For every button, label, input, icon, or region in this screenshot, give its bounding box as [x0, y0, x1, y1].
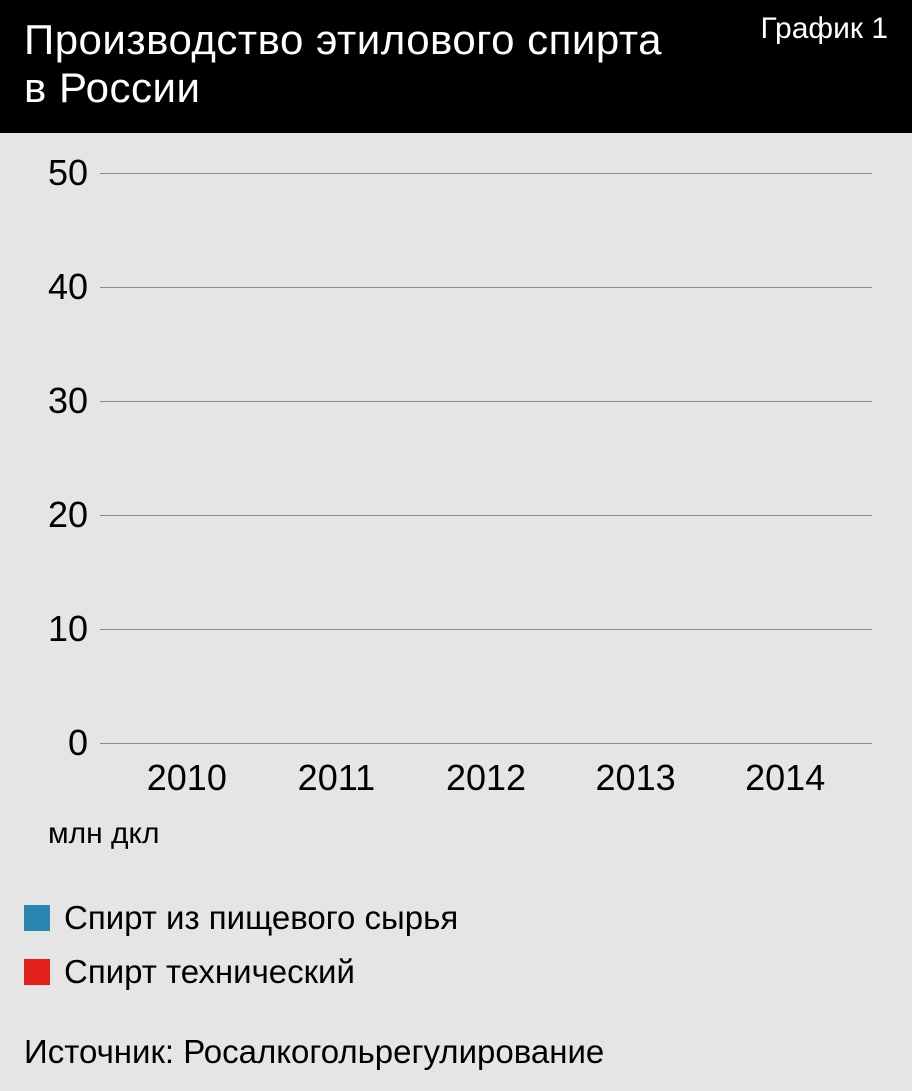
y-tick-label: 50	[30, 152, 100, 194]
source-prefix: Источник:	[24, 1033, 183, 1070]
legend-item: Спирт из пищевого сырья	[24, 891, 888, 945]
chart-number-label: График 1	[760, 12, 888, 46]
y-tick-label: 30	[30, 380, 100, 422]
legend-item: Спирт технический	[24, 945, 888, 999]
x-tick-label: 2010	[112, 757, 262, 799]
chart-bars	[100, 173, 872, 743]
chart-plot-area: 01020304050 20102011201220132014 млн дкл	[0, 133, 912, 877]
legend-label: Спирт из пищевого сырья	[64, 899, 458, 937]
legend-swatch	[24, 905, 50, 931]
chart-container: График 1 Производство этилового спирта в…	[0, 0, 912, 1046]
gridline	[100, 743, 872, 744]
chart-header: График 1 Производство этилового спирта в…	[0, 0, 912, 133]
chart-x-axis: 20102011201220132014	[100, 743, 872, 799]
chart-title-line1: Производство этилового спирта	[24, 16, 662, 63]
source-text: Росалкогольрегулирование	[183, 1033, 604, 1070]
x-tick-label: 2011	[262, 757, 412, 799]
y-tick-label: 20	[30, 494, 100, 536]
chart-legend: Спирт из пищевого сырья Спирт технически…	[0, 877, 912, 1017]
y-tick-label: 40	[30, 266, 100, 308]
y-tick-label: 10	[30, 608, 100, 650]
legend-label: Спирт технический	[64, 953, 355, 991]
legend-swatch	[24, 959, 50, 985]
chart-source: Источник: Росалкогольрегулирование	[0, 1017, 912, 1091]
chart-plot: 01020304050	[100, 173, 872, 743]
chart-unit-label: млн дкл	[30, 799, 882, 867]
chart-title-line2: в России	[24, 64, 200, 111]
chart-title: Производство этилового спирта в России	[24, 16, 888, 113]
x-tick-label: 2012	[411, 757, 561, 799]
x-tick-label: 2013	[561, 757, 711, 799]
x-tick-label: 2014	[710, 757, 860, 799]
y-tick-label: 0	[30, 722, 100, 764]
